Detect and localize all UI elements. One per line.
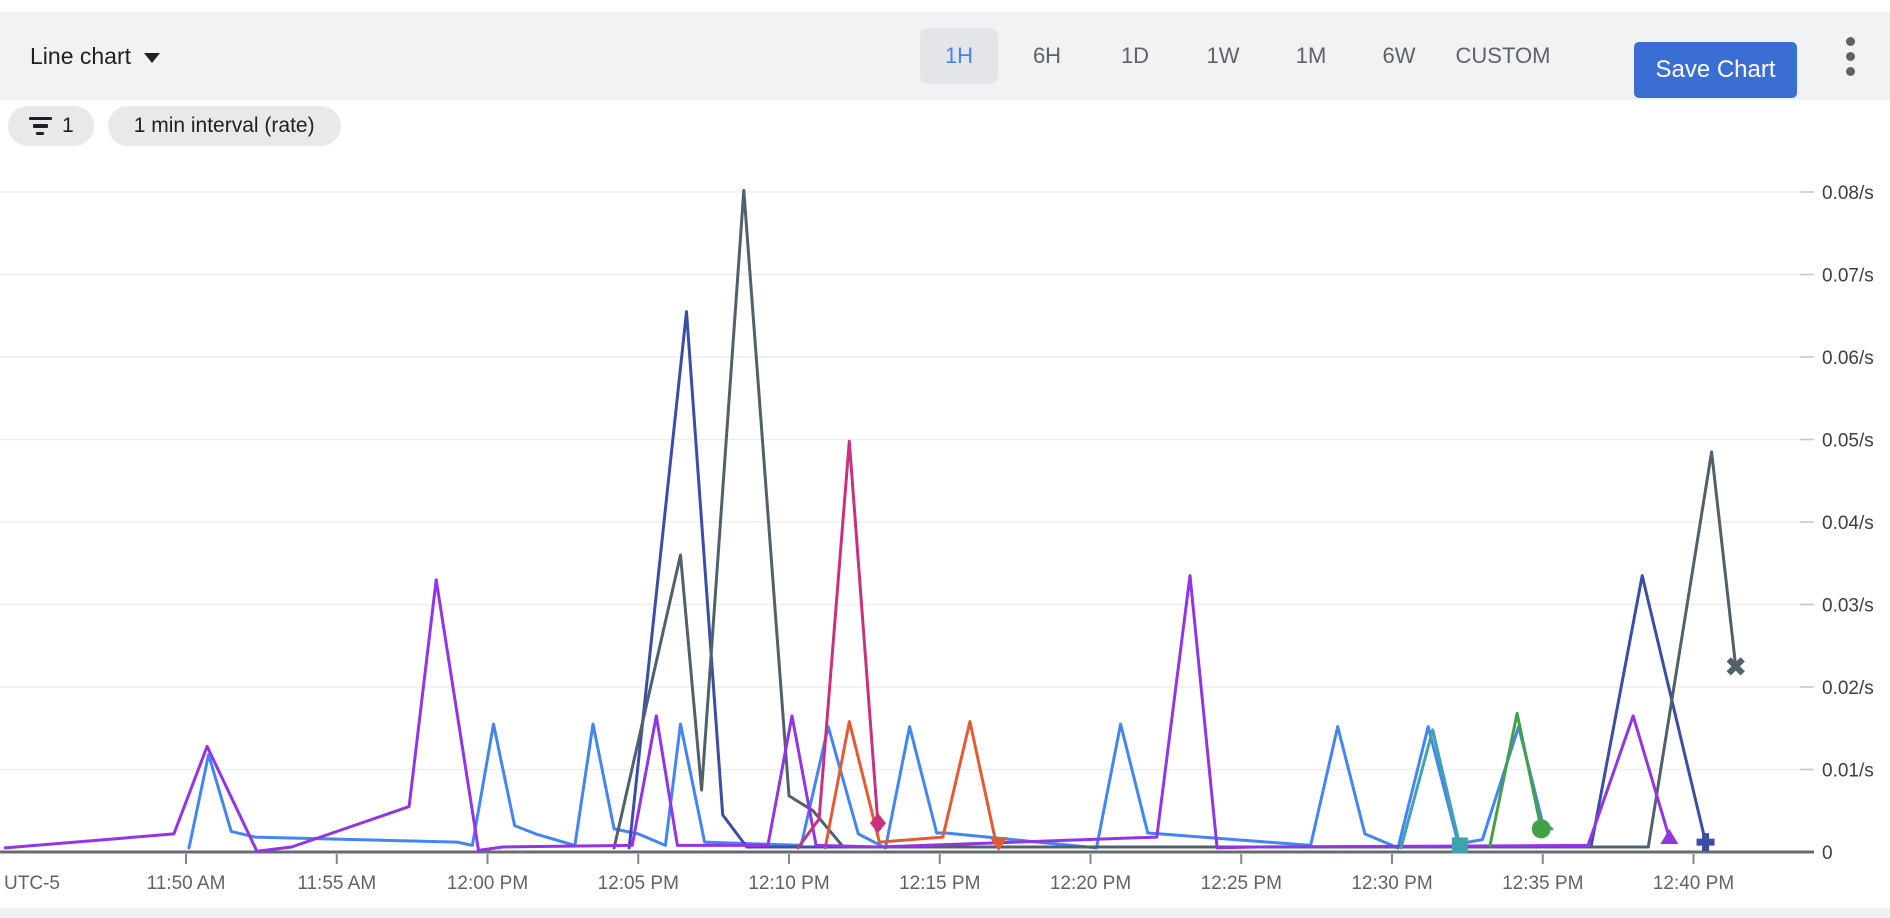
pink-series-diamond-marker — [869, 813, 886, 834]
interval-chip-label: 1 min interval (rate) — [133, 114, 315, 137]
x-axis-label: 12:25 PM — [1201, 873, 1282, 894]
x-axis-label: 12:20 PM — [1050, 873, 1131, 894]
more-options-button[interactable] — [1838, 33, 1862, 79]
y-axis-label: 0.01/s — [1822, 761, 1874, 782]
y-axis-label: 0.05/s — [1822, 431, 1874, 452]
y-axis-label: 0.08/s — [1822, 183, 1874, 204]
vertical-dots-icon — [1845, 36, 1855, 46]
y-axis-label: 0.04/s — [1822, 513, 1874, 534]
y-axis-label: 0.02/s — [1822, 678, 1874, 699]
green-series-circle-marker — [1531, 819, 1551, 839]
x-axis-label: 12:30 PM — [1351, 873, 1432, 894]
orange-series-triangle-down-marker — [989, 837, 1008, 852]
teal-series-square-marker — [1451, 837, 1468, 854]
bottom-section-divider — [0, 908, 1890, 918]
slate-series-x-marker — [1726, 657, 1745, 676]
range-button-1w[interactable]: 1W — [1206, 43, 1240, 68]
save-chart-button[interactable]: Save Chart — [1634, 42, 1797, 98]
filter-icon — [28, 116, 52, 136]
purple-series-triangle-up-marker — [1660, 828, 1679, 844]
interval-chip[interactable]: 1 min interval (rate) — [107, 106, 341, 146]
x-axis-label: 11:55 AM — [297, 873, 376, 894]
chart-type-dropdown[interactable]: Line chart — [30, 12, 161, 100]
vertical-dots-icon — [1845, 66, 1855, 76]
slate-series — [612, 188, 1738, 850]
range-button-6h[interactable]: 6H — [1032, 43, 1062, 68]
purple-series — [3, 574, 1671, 853]
x-axis-label: 12:40 PM — [1653, 873, 1734, 894]
range-button-custom[interactable]: CUSTOM — [1455, 43, 1551, 68]
range-button-1m[interactable]: 1M — [1295, 43, 1327, 68]
y-axis-label: 0.03/s — [1822, 596, 1874, 617]
filter-count-chip[interactable]: 1 — [8, 106, 94, 146]
range-button-1h[interactable]: 1H — [920, 28, 998, 84]
filter-chip-row: 1 1 min interval (rate) — [8, 106, 341, 146]
x-axis-label: 12:35 PM — [1502, 873, 1583, 894]
timezone-label: UTC-5 — [4, 873, 60, 894]
filter-count-label: 1 — [62, 114, 74, 137]
y-axis-label: 0.07/s — [1822, 266, 1874, 287]
range-button-6w[interactable]: 6W — [1382, 43, 1416, 68]
x-axis-label: 12:10 PM — [748, 873, 829, 894]
line-chart[interactable]: 0 0.01/s 0.02/s 0.03/s 0.04/s 0.05/s 0.06/s 0.0… — [0, 140, 1890, 908]
x-axis-label: 12:00 PM — [447, 873, 528, 894]
pink-series — [796, 439, 880, 850]
y-axis-label: 0.06/s — [1822, 348, 1874, 369]
teal-series — [1399, 728, 1462, 850]
navy-series — [627, 310, 1708, 850]
time-range-selector: 1H 6H 1D 1W 1M 6W CUSTOM — [920, 28, 1568, 84]
vertical-dots-icon — [1845, 51, 1855, 61]
chart-type-label: Line chart — [30, 42, 132, 69]
green-series — [1488, 711, 1543, 847]
x-axis-label: 12:15 PM — [899, 873, 980, 894]
y-axis-label: 0 — [1822, 843, 1833, 864]
chart-toolbar: Line chart 1H 6H 1D 1W 1M 6W CUSTOM Save Chart — [0, 12, 1890, 100]
range-button-1d[interactable]: 1D — [1120, 43, 1150, 68]
navy-series-plus-marker — [1696, 833, 1715, 852]
chart-plot-area[interactable]: 0 0.01/s 0.02/s 0.03/s 0.04/s 0.05/s 0.06/s 0.0… — [0, 140, 1890, 908]
x-axis-label: 11:50 AM — [147, 873, 226, 894]
x-axis-label: 12:05 PM — [598, 873, 679, 894]
chevron-down-icon — [144, 53, 161, 63]
